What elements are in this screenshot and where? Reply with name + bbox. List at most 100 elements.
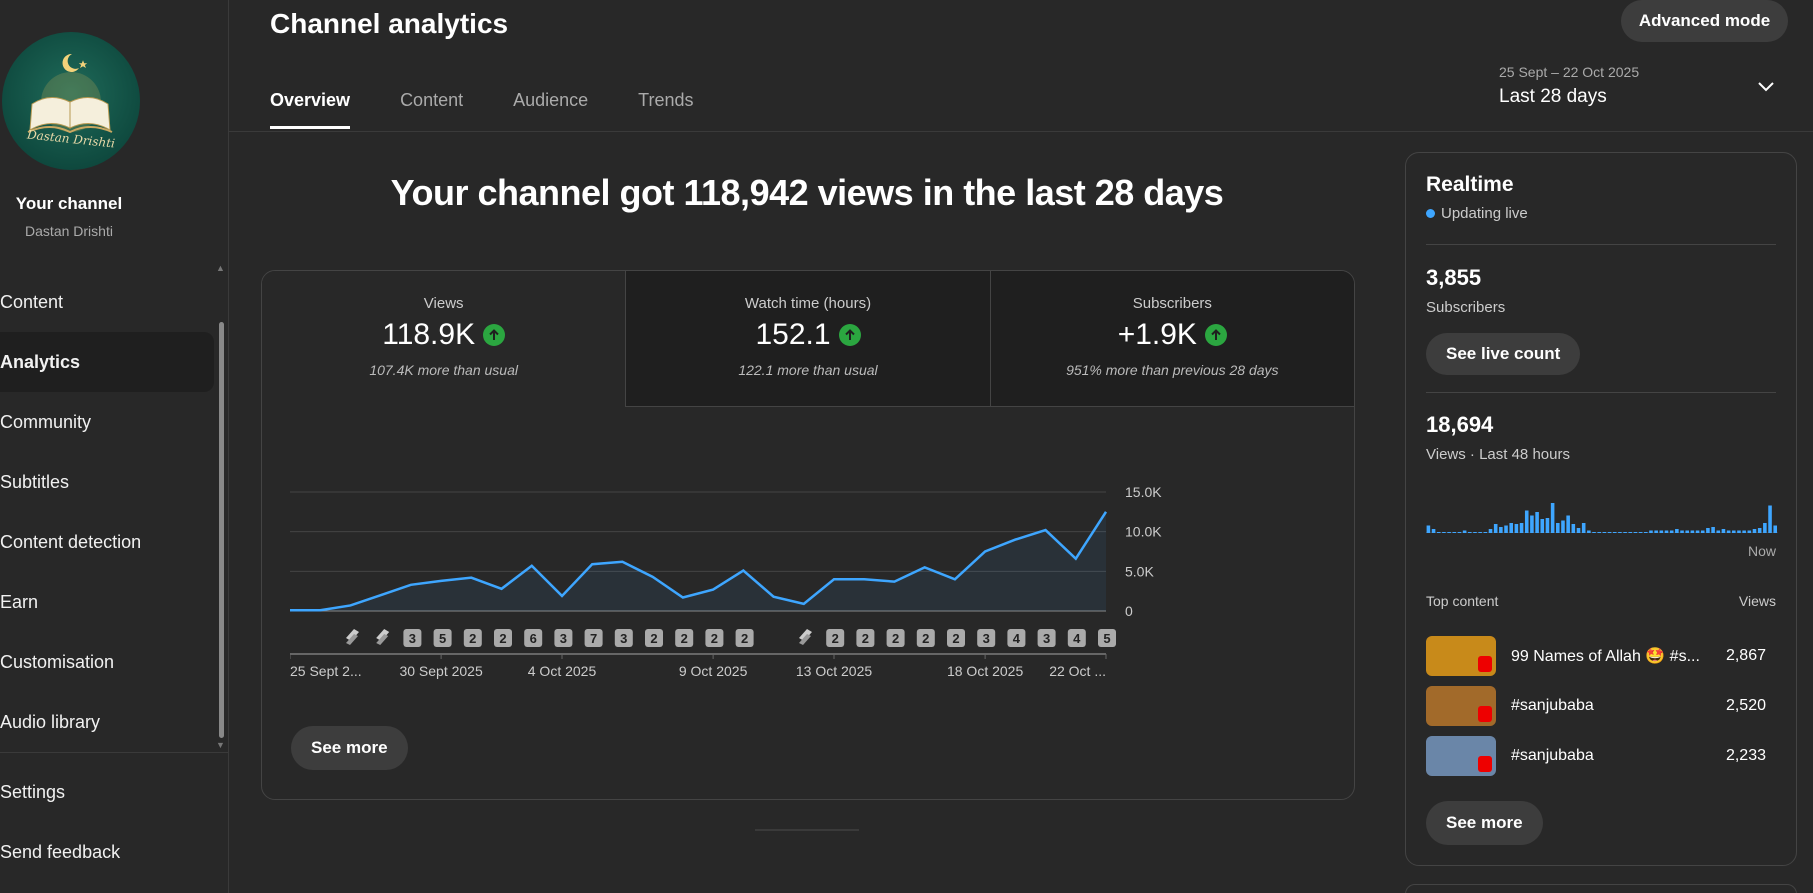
upload-count-marker[interactable]: 2 — [826, 629, 845, 647]
realtime-bar[interactable] — [1535, 512, 1539, 533]
realtime-bar[interactable] — [1576, 528, 1581, 533]
upload-count-marker[interactable]: 2 — [947, 629, 965, 647]
realtime-bar[interactable] — [1561, 520, 1565, 534]
channel-avatar[interactable]: Dastan Drishti — [2, 32, 140, 170]
realtime-bar[interactable] — [1716, 530, 1721, 534]
data-point[interactable] — [650, 574, 655, 579]
upload-count-marker[interactable]: 3 — [403, 629, 422, 647]
data-point[interactable] — [620, 559, 625, 564]
sidebar-item-content[interactable]: Content — [0, 291, 64, 312]
realtime-bar[interactable] — [1473, 532, 1477, 533]
data-point[interactable] — [680, 595, 685, 600]
metric-tab[interactable]: Watch time (hours) 152.1 122.1 more than u… — [626, 271, 991, 407]
sidebar-item-subtitles[interactable]: Subtitles — [0, 471, 70, 492]
realtime-bar[interactable] — [1452, 532, 1457, 533]
sidebar-item-send-feedback[interactable]: Send feedback — [0, 841, 121, 862]
realtime-bar[interactable] — [1442, 532, 1446, 533]
realtime-bar[interactable] — [1675, 529, 1679, 533]
upload-count-marker[interactable]: 2 — [463, 629, 482, 647]
realtime-bar[interactable] — [1566, 515, 1570, 534]
video-title[interactable]: #sanjubaba — [1511, 697, 1594, 714]
realtime-bar[interactable] — [1649, 530, 1653, 534]
data-point[interactable] — [469, 575, 474, 580]
realtime-bar[interactable] — [1493, 524, 1498, 533]
realtime-bar[interactable] — [1556, 523, 1560, 533]
upload-count-marker[interactable]: 3 — [614, 629, 633, 647]
realtime-bar[interactable] — [1700, 530, 1705, 534]
realtime-bar[interactable] — [1524, 510, 1529, 534]
data-point[interactable] — [771, 594, 776, 599]
data-point[interactable] — [560, 593, 565, 598]
data-point[interactable] — [711, 587, 716, 592]
data-point[interactable] — [892, 579, 897, 584]
upload-count-marker[interactable]: 3 — [1037, 629, 1056, 647]
upload-count-marker[interactable]: 2 — [494, 629, 512, 647]
data-point[interactable] — [590, 562, 595, 567]
top-content-row[interactable]: #sanjubaba 2,233 — [1426, 736, 1778, 776]
advanced-mode-button[interactable]: Advanced mode — [1621, 0, 1788, 42]
upload-count-marker[interactable]: 2 — [645, 629, 663, 647]
data-point[interactable] — [832, 577, 837, 582]
realtime-bar[interactable] — [1706, 528, 1710, 533]
data-point[interactable] — [378, 593, 383, 598]
shorts-marker-icon[interactable] — [346, 629, 359, 645]
realtime-bar[interactable] — [1737, 530, 1741, 534]
realtime-bar[interactable] — [1431, 529, 1436, 533]
scroll-up-arrow-icon[interactable]: ▲ — [216, 263, 225, 273]
video-thumbnail[interactable] — [1426, 636, 1496, 676]
tab-trends[interactable]: Trends — [638, 90, 694, 110]
upload-count-marker[interactable]: 5 — [433, 629, 452, 647]
realtime-bar[interactable] — [1571, 524, 1576, 533]
sidebar-item-customisation[interactable]: Customisation — [0, 651, 115, 672]
realtime-bar[interactable] — [1612, 532, 1617, 533]
realtime-bar[interactable] — [1638, 532, 1643, 533]
realtime-bar[interactable] — [1747, 530, 1752, 534]
realtime-bar[interactable] — [1742, 530, 1746, 534]
realtime-bar[interactable] — [1695, 530, 1700, 534]
realtime-bar[interactable] — [1488, 529, 1493, 533]
top-content-row[interactable]: 99 Names of Allah 🤩 #s... 2,867 — [1426, 636, 1778, 676]
sidebar-scrollbar[interactable] — [219, 322, 224, 738]
realtime-bar[interactable] — [1597, 532, 1601, 533]
upload-count-marker[interactable]: 4 — [1007, 629, 1026, 647]
date-period-select[interactable]: Last 28 days — [1499, 86, 1607, 107]
upload-count-marker[interactable]: 2 — [735, 629, 754, 647]
data-point[interactable] — [290, 608, 293, 613]
realtime-bar[interactable] — [1447, 532, 1451, 533]
realtime-bar[interactable] — [1654, 530, 1658, 534]
realtime-bar[interactable] — [1680, 530, 1684, 534]
shorts-marker-icon[interactable] — [799, 629, 812, 645]
realtime-bar[interactable] — [1592, 532, 1596, 533]
data-point[interactable] — [862, 577, 867, 582]
realtime-bar[interactable] — [1763, 523, 1767, 533]
realtime-bar[interactable] — [1752, 529, 1757, 533]
video-thumbnail[interactable] — [1426, 736, 1496, 776]
realtime-bar[interactable] — [1690, 530, 1695, 534]
realtime-bar[interactable] — [1607, 532, 1612, 533]
sidebar-item-analytics[interactable]: Analytics — [0, 332, 214, 392]
video-thumbnail[interactable] — [1426, 686, 1496, 726]
realtime-bar[interactable] — [1633, 532, 1638, 533]
realtime-bar[interactable] — [1685, 530, 1689, 534]
video-title[interactable]: #sanjubaba — [1511, 747, 1594, 764]
video-title[interactable]: 99 Names of Allah 🤩 #s... — [1511, 648, 1700, 665]
data-point[interactable] — [529, 563, 534, 568]
realtime-bar[interactable] — [1519, 523, 1524, 533]
data-point[interactable] — [499, 586, 504, 591]
tab-content[interactable]: Content — [400, 90, 464, 110]
upload-count-marker[interactable]: 3 — [977, 629, 996, 647]
realtime-bar[interactable] — [1664, 530, 1669, 534]
realtime-bar[interactable] — [1462, 530, 1467, 534]
realtime-bar[interactable] — [1721, 529, 1726, 533]
realtime-bar[interactable] — [1550, 503, 1555, 533]
realtime-bar[interactable] — [1468, 532, 1472, 533]
sidebar-item-audio-library[interactable]: Audio library — [0, 711, 101, 732]
scroll-down-arrow-icon[interactable]: ▼ — [216, 740, 225, 750]
upload-count-marker[interactable]: 2 — [856, 629, 875, 647]
shorts-marker-icon[interactable] — [376, 629, 390, 645]
top-content-row[interactable]: #sanjubaba 2,520 — [1426, 686, 1778, 726]
realtime-bar[interactable] — [1773, 525, 1777, 534]
upload-count-marker[interactable]: 5 — [1098, 629, 1116, 647]
realtime-bar[interactable] — [1669, 530, 1674, 534]
data-point[interactable] — [1104, 509, 1109, 514]
